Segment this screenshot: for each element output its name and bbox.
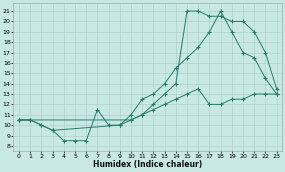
X-axis label: Humidex (Indice chaleur): Humidex (Indice chaleur): [93, 160, 202, 169]
